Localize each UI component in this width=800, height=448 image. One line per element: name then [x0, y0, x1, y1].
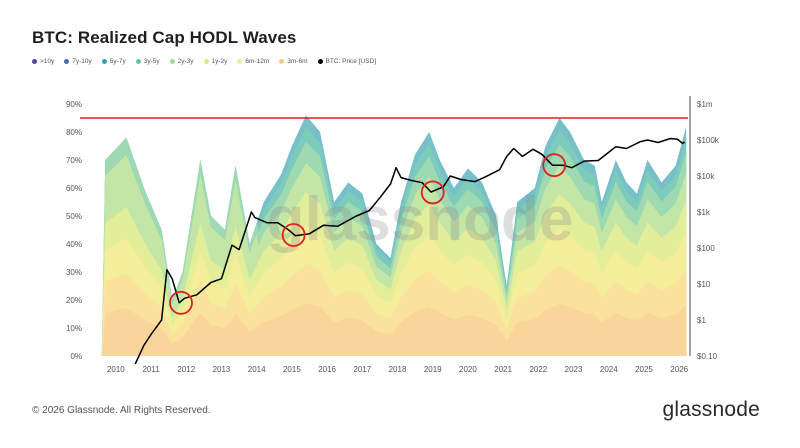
- y-right-tick-label: $1: [697, 316, 706, 325]
- y-left-tick-label: 30%: [66, 268, 82, 277]
- legend-label: 3y-5y: [143, 58, 160, 65]
- highlight-circle: [281, 223, 306, 247]
- y-left-tick-label: 40%: [66, 240, 82, 249]
- legend-label: >10y: [40, 58, 55, 65]
- x-tick-label: 2013: [213, 365, 231, 374]
- copyright: © 2026 Glassnode. All Rights Reserved.: [32, 405, 211, 416]
- x-tick-label: 2018: [389, 365, 407, 374]
- legend-item[interactable]: BTC: Price [USD]: [317, 58, 377, 65]
- x-tick-label: 2017: [353, 365, 371, 374]
- legend-swatch: [64, 59, 70, 64]
- y-right-tick-label: $10: [697, 280, 711, 289]
- legend-item[interactable]: 2y-3y: [169, 58, 194, 65]
- legend-item[interactable]: 5y-7y: [101, 58, 126, 65]
- x-tick-label: 2020: [459, 365, 477, 374]
- x-tick-label: 2010: [107, 365, 125, 374]
- y-right-tick-label: $1k: [697, 208, 711, 217]
- x-tick-label: 2016: [318, 365, 336, 374]
- legend-item[interactable]: 1y-2y: [203, 58, 228, 65]
- legend-swatch: [169, 59, 175, 64]
- chart-title: BTC: Realized Cap HODL Waves: [32, 28, 297, 47]
- legend-swatch: [135, 59, 141, 64]
- x-tick-label: 2011: [142, 365, 160, 374]
- y-right-tick-label: $100k: [697, 136, 720, 145]
- x-tick-label: 2014: [248, 365, 266, 374]
- y-left-tick-label: 70%: [66, 156, 82, 165]
- highlight-circle: [169, 290, 193, 315]
- x-tick-label: 2024: [600, 365, 618, 374]
- watermark: glassnode: [267, 185, 574, 254]
- legend-swatch: [203, 59, 209, 64]
- legend-label: 2y-3y: [177, 58, 194, 65]
- y-left-tick-label: 80%: [66, 128, 82, 137]
- legend-item[interactable]: 3y-5y: [135, 58, 160, 65]
- price-line: [134, 137, 685, 365]
- x-tick-label: 2026: [670, 365, 688, 374]
- legend-swatch: [317, 59, 323, 64]
- legend-label: 5y-7y: [109, 58, 126, 65]
- y-left-tick-label: 0%: [70, 352, 82, 361]
- legend-item[interactable]: >10y: [32, 58, 54, 65]
- legend-label: 3m-6m: [287, 58, 308, 65]
- legend-swatch: [101, 59, 107, 64]
- y-right-tick-label: $10k: [697, 172, 715, 181]
- legend: >10y 7y-10y 5y-7y 3y-5y 2y-3y 1y-2y 6m-12m 3m-6…: [32, 58, 376, 65]
- x-tick-label: 2019: [424, 365, 442, 374]
- legend-swatch: [32, 59, 37, 64]
- y-left-tick-label: 20%: [66, 296, 82, 305]
- legend-item[interactable]: 6m-12m: [237, 58, 269, 65]
- x-tick-label: 2023: [565, 365, 583, 374]
- highlight-circle: [542, 153, 567, 178]
- legend-item[interactable]: 7y-10y: [64, 58, 92, 65]
- y-right-tick-label: $100: [697, 244, 715, 253]
- x-tick-label: 2015: [283, 365, 301, 374]
- y-left-tick-label: 10%: [66, 324, 82, 333]
- y-right-tick-label: $0.10: [697, 352, 718, 361]
- legend-label: 6m-12m: [245, 58, 270, 65]
- highlight-circle: [420, 180, 445, 205]
- legend-label: BTC: Price [USD]: [325, 58, 377, 65]
- brand-logo: glassnode: [662, 398, 760, 421]
- y-left-tick-label: 50%: [66, 212, 82, 221]
- x-tick-label: 2022: [529, 365, 547, 374]
- legend-label: 7y-10y: [72, 58, 92, 65]
- y-left-tick-label: 90%: [66, 100, 82, 109]
- legend-swatch: [237, 59, 243, 64]
- y-right-tick-label: $1m: [697, 100, 713, 109]
- legend-swatch: [279, 59, 285, 64]
- x-tick-label: 2012: [177, 365, 195, 374]
- legend-label: 1y-2y: [211, 58, 228, 65]
- x-tick-label: 2025: [635, 365, 653, 374]
- x-tick-label: 2021: [494, 365, 512, 374]
- y-left-tick-label: 60%: [66, 184, 82, 193]
- legend-item[interactable]: 3m-6m: [279, 58, 308, 65]
- hodl-band: [101, 303, 687, 356]
